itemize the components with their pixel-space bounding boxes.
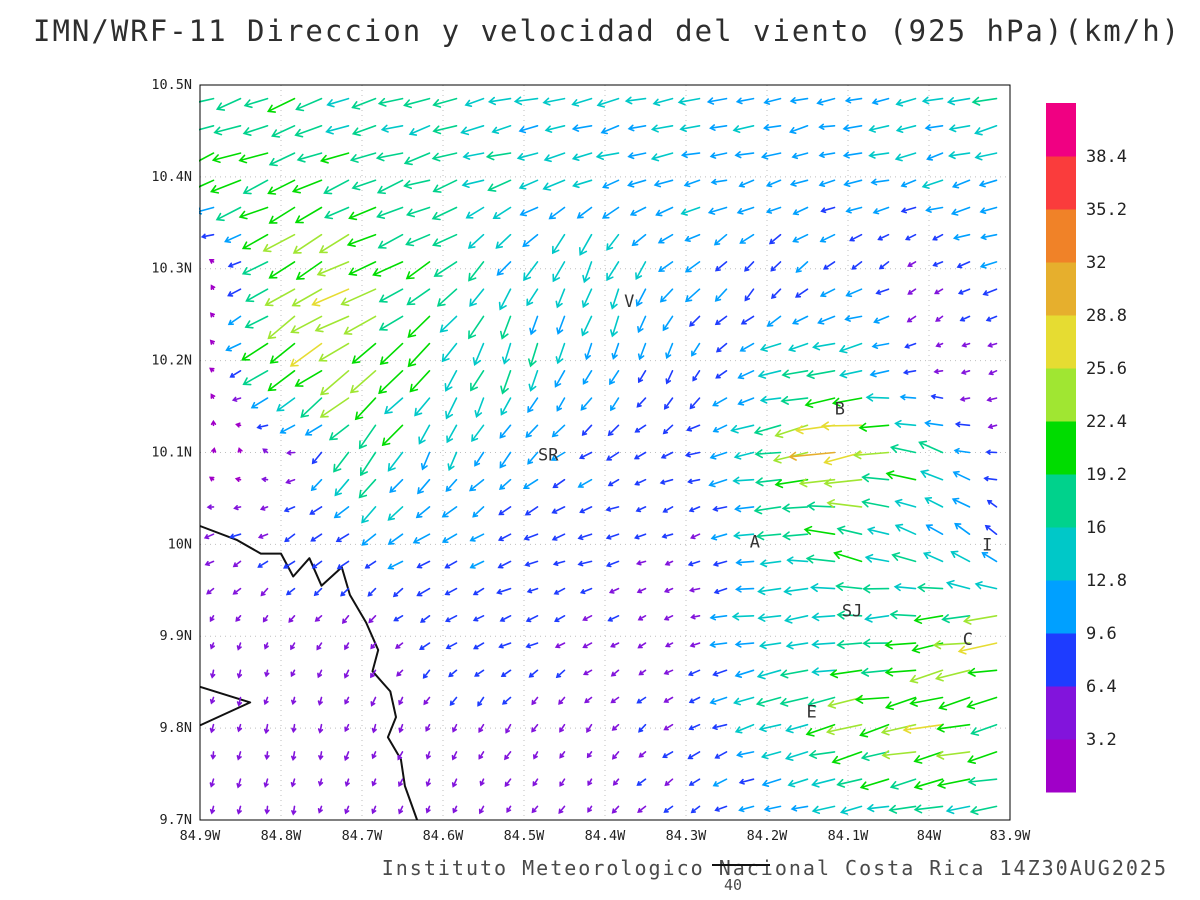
reference-vector-line <box>712 864 770 866</box>
lat-tick-label: 10.3N <box>151 261 192 277</box>
colorbar-segment <box>1046 739 1076 793</box>
lat-tick-label: 9.8N <box>159 720 192 736</box>
lon-tick-label: 84.6W <box>423 828 465 844</box>
colorbar-label: 16 <box>1086 518 1106 538</box>
lat-tick-label: 10.1N <box>151 445 192 461</box>
city-label-SJ: SJ <box>842 602 862 622</box>
colorbar-segment <box>1046 421 1076 475</box>
lat-tick-label: 10.2N <box>151 353 192 369</box>
colorbar-label: 12.8 <box>1086 571 1127 591</box>
colorbar-label: 22.4 <box>1086 412 1127 432</box>
city-label-B: B <box>835 399 845 419</box>
plot-border <box>199 84 1011 821</box>
colorbar-segment <box>1046 103 1076 157</box>
colorbar-segment <box>1046 368 1076 422</box>
colorbar-label: 25.6 <box>1086 359 1127 379</box>
lat-tick-label: 10N <box>168 536 192 552</box>
lon-tick-label: 84.4W <box>585 828 627 844</box>
page-title: IMN/WRF-11 Direccion y velocidad del vie… <box>33 14 1182 48</box>
colorbar-segment <box>1046 527 1076 581</box>
city-labels: V B SR A I SJ C E <box>538 292 992 723</box>
city-label-C: C <box>963 630 973 650</box>
colorbar-segment <box>1046 156 1076 210</box>
colorbar-label: 32 <box>1086 253 1106 273</box>
colorbar-segment <box>1046 474 1076 528</box>
lon-tick-label: 84.1W <box>828 828 870 844</box>
wind-arrows <box>199 96 998 816</box>
colorbar-label: 6.4 <box>1086 677 1117 697</box>
city-label-V: V <box>624 292 634 312</box>
lat-tick-label: 10.4N <box>151 169 192 185</box>
colorbar-segment <box>1046 686 1076 740</box>
lat-tick-label: 10.5N <box>151 77 192 93</box>
city-label-A: A <box>750 533 760 553</box>
lon-tick-label: 84.7W <box>342 828 384 844</box>
colorbar-label: 35.2 <box>1086 200 1127 220</box>
city-label-SR: SR <box>538 445 559 465</box>
colorbar-label: 38.4 <box>1086 147 1127 167</box>
lon-tick-label: 84.2W <box>747 828 789 844</box>
footer-credit: Instituto Meteorologico Nacional Costa R… <box>381 856 1168 880</box>
lon-tick-label: 84.8W <box>261 828 303 844</box>
colorbar-segment <box>1046 209 1076 263</box>
colorbar-label: 9.6 <box>1086 624 1117 644</box>
lat-tick-label: 9.7N <box>159 812 192 828</box>
lon-tick-label: 84W <box>917 828 942 844</box>
colorbar-label: 19.2 <box>1086 465 1127 485</box>
lon-tick-label: 84.3W <box>666 828 708 844</box>
lon-tick-label: 84.5W <box>504 828 546 844</box>
colorbar-segment <box>1046 580 1076 634</box>
colorbar: 3.2 6.4 9.6 12.8 16 19.2 22.4 25.6 28.8 32 35.2 38.… <box>1046 103 1127 793</box>
colorbar-label: 28.8 <box>1086 306 1127 326</box>
lon-tick-label: 83.9W <box>990 828 1032 844</box>
colorbar-label: 3.2 <box>1086 730 1117 750</box>
city-label-E: E <box>806 703 816 723</box>
colorbar-segment <box>1046 633 1076 687</box>
axis-labels: 10.5N 10.4N 10.3N 10.2N 10.1N 10N 9.9N 9.8N 9.7N… <box>151 77 1031 844</box>
reference-vector-value: 40 <box>724 876 743 894</box>
colorbar-segment <box>1046 315 1076 369</box>
coastline <box>199 525 419 821</box>
city-label-I: I <box>982 535 992 555</box>
lat-tick-label: 9.9N <box>159 628 192 644</box>
lon-tick-label: 84.9W <box>180 828 222 844</box>
colorbar-segment <box>1046 262 1076 316</box>
